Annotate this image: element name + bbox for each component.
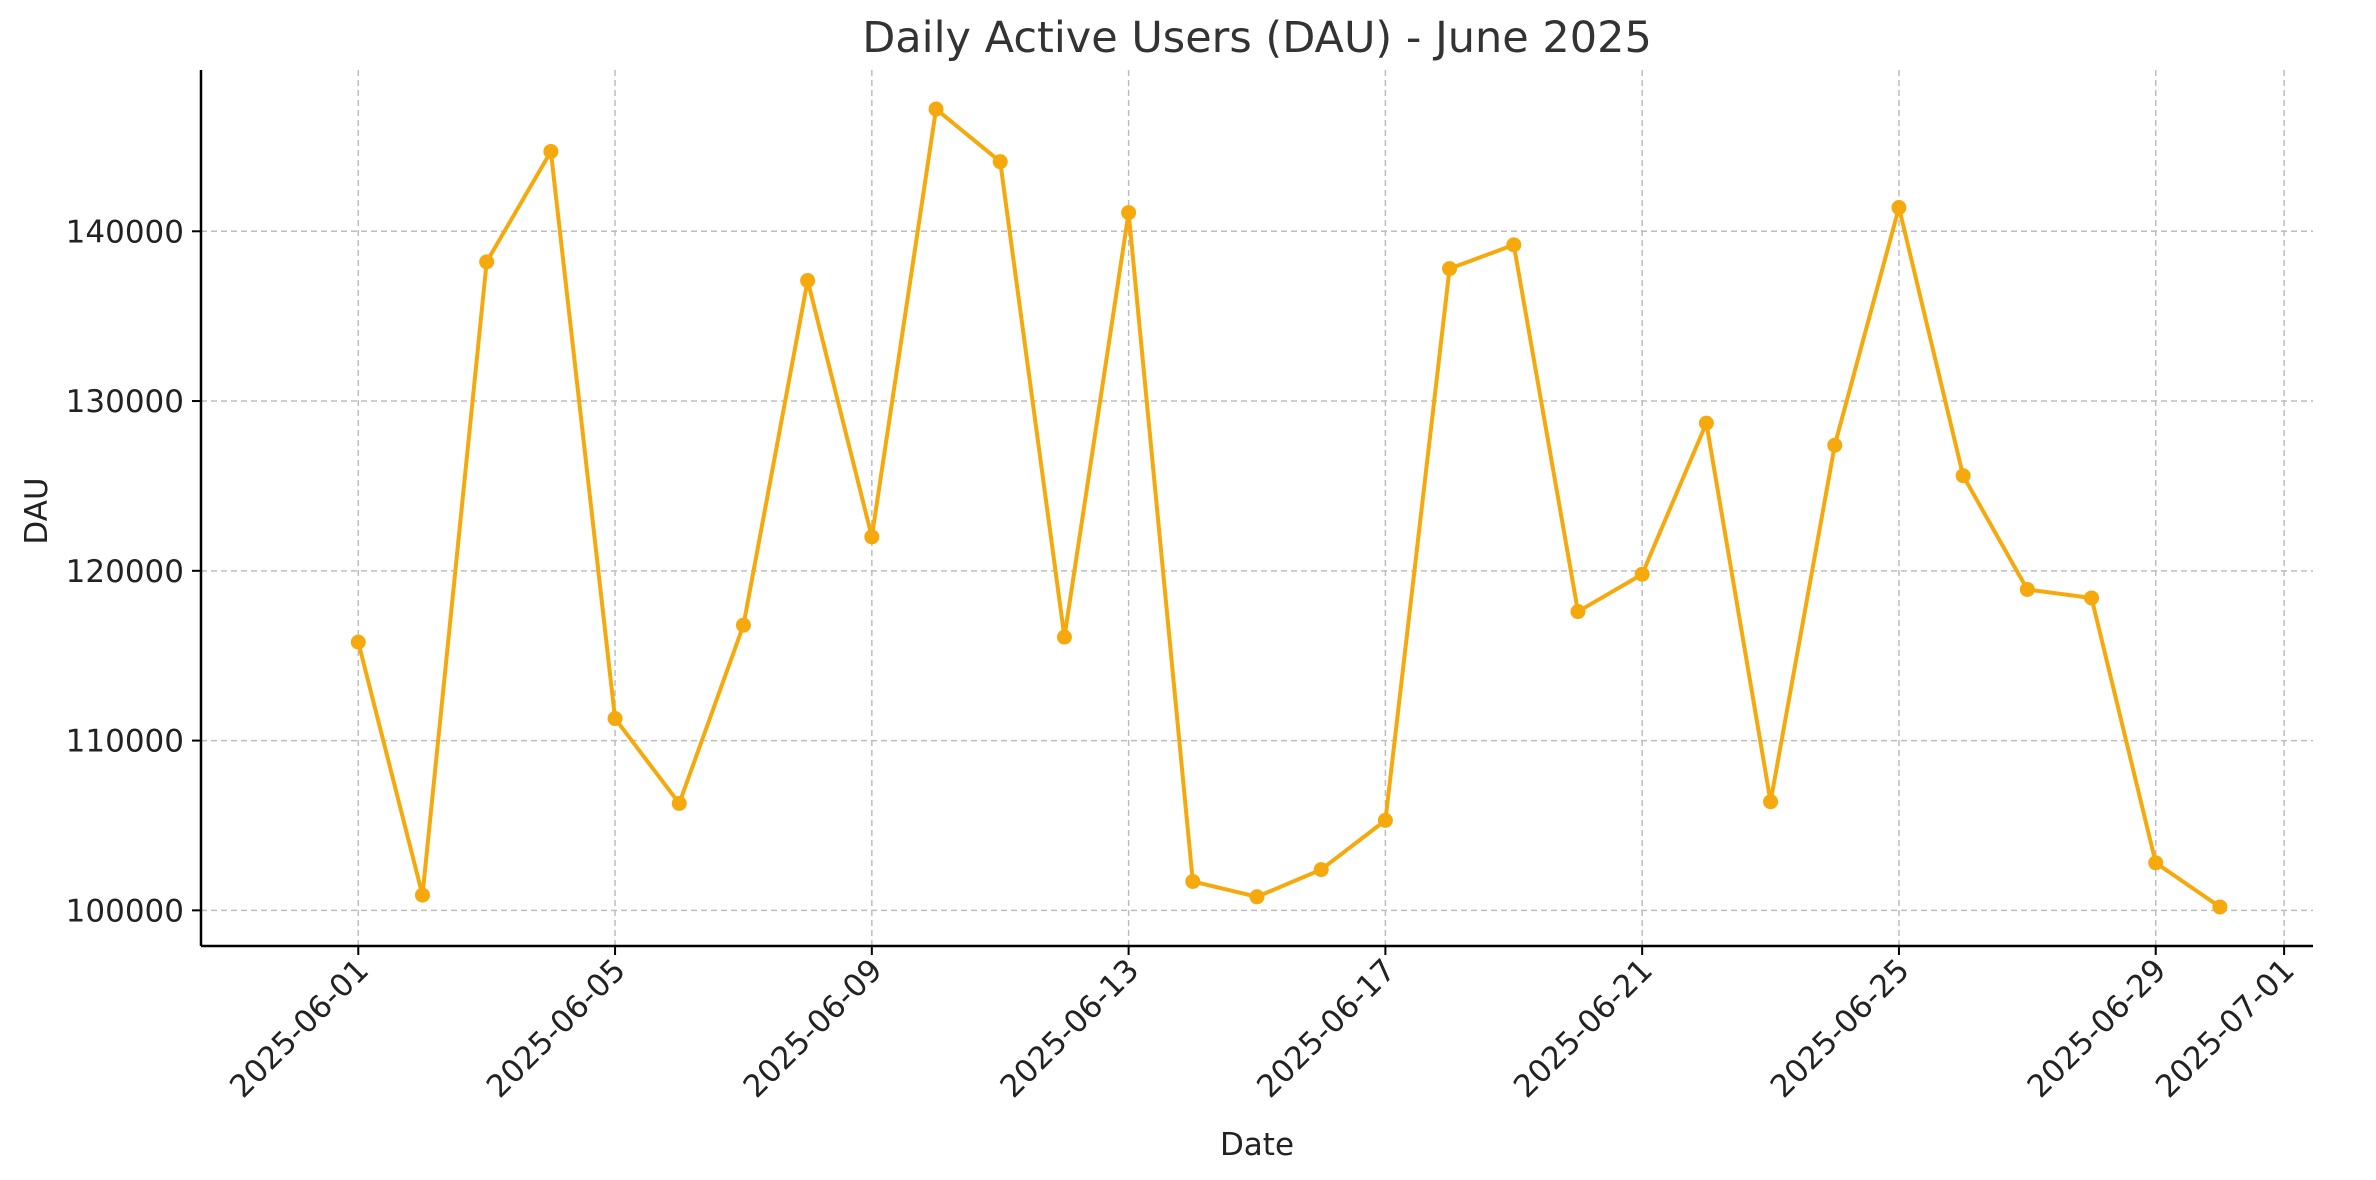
data-point [671,795,687,811]
data-point [1763,794,1779,810]
data-point [543,143,559,159]
data-point [800,273,816,289]
data-point [350,634,366,650]
data-point [1891,200,1907,216]
x-tick-label: 2025-06-25 [1764,952,1917,1105]
data-point [414,887,430,903]
data-point [1442,261,1458,277]
y-tick-label: 120000 [66,554,184,590]
x-tick-label: 2025-06-17 [1250,952,1403,1105]
data-point [2212,899,2228,915]
series-line [356,107,2222,909]
x-tick-label: 2025-06-05 [480,952,633,1105]
data-point [2019,581,2035,597]
data-point [1506,237,1522,253]
series-layer [350,101,2228,915]
data-point [1634,566,1650,582]
data-point [2084,590,2100,606]
data-point [735,617,751,633]
y-axis-label: DAU [19,477,55,544]
y-tick-labels: 100000 110000 120000 130000 140000 [66,214,184,929]
x-tick-labels: 2025-06-01 2025-06-05 2025-06-09 2025-06-13… [223,952,2302,1105]
data-point [479,254,495,270]
data-point [1056,629,1072,645]
y-tick-label: 140000 [66,214,184,250]
x-tick-label: 2025-07-01 [2149,952,2302,1105]
x-tick-label: 2025-06-21 [1507,952,1660,1105]
axes [199,70,2313,948]
data-point [607,711,623,727]
data-point [1313,862,1329,878]
data-point [1955,468,1971,484]
data-point [1698,415,1714,431]
data-point [992,154,1008,170]
y-tick-label: 130000 [66,384,184,420]
data-point [1377,812,1393,828]
x-tick-label: 2025-06-13 [993,952,1146,1105]
grid-lines [201,70,2313,946]
tick-marks [192,230,2286,955]
data-point [1185,873,1201,889]
y-tick-label: 100000 [66,893,184,929]
data-point [1249,889,1265,905]
data-point [928,101,944,117]
x-tick-label: 2025-06-09 [737,952,890,1105]
data-point [864,529,880,545]
data-point [1827,437,1843,453]
data-point [1570,604,1586,620]
data-point [1121,205,1137,221]
y-tick-label: 110000 [66,724,184,760]
x-tick-label: 2025-06-01 [223,952,376,1105]
x-axis-label: Date [1220,1127,1294,1163]
data-point [2148,855,2164,871]
chart-title: Daily Active Users (DAU) - June 2025 [862,13,1652,63]
